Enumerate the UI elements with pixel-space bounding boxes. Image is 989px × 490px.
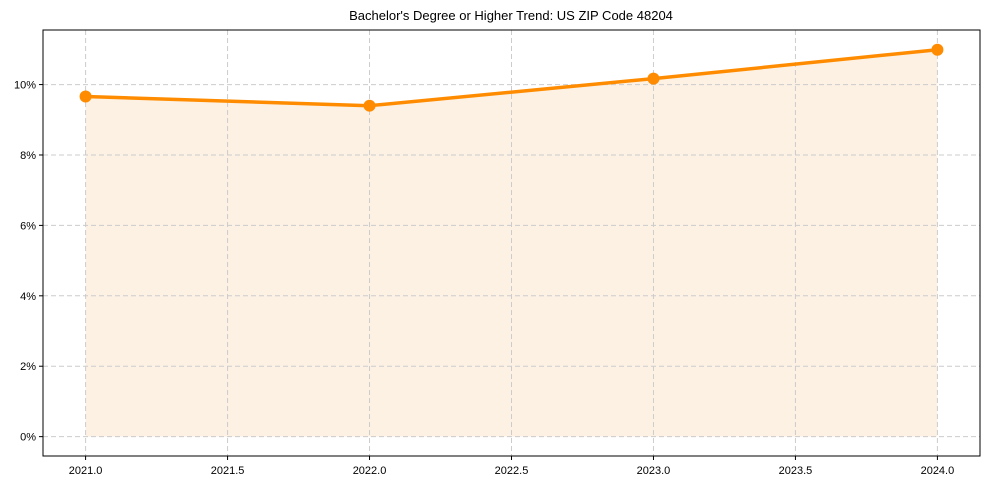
chart-title: Bachelor's Degree or Higher Trend: US ZI… <box>349 8 673 23</box>
y-tick-label: 6% <box>20 220 36 232</box>
plot-area <box>42 29 981 457</box>
x-tick-label: 2023.0 <box>637 465 671 477</box>
area-fill <box>85 49 938 437</box>
data-markers <box>79 43 944 112</box>
data-point-marker <box>647 72 660 85</box>
x-tick-label: 2021.5 <box>211 465 245 477</box>
data-point-marker <box>79 90 92 103</box>
x-tick-label: 2022.5 <box>495 465 529 477</box>
grid-lines <box>43 30 980 456</box>
y-tick-label: 2% <box>20 361 36 373</box>
y-tick-label: 0% <box>20 432 36 444</box>
area-fill-path <box>85 49 938 437</box>
x-tick-label: 2021.0 <box>69 465 103 477</box>
series-line <box>83 47 940 108</box>
x-tick-label: 2024.0 <box>921 465 955 477</box>
x-tick-label: 2023.5 <box>779 465 813 477</box>
data-point-marker <box>363 99 376 112</box>
y-axis: 0% 2% 4% 6% 8% 10% <box>14 80 43 444</box>
data-line <box>83 47 940 108</box>
y-tick-label: 8% <box>20 150 36 162</box>
y-tick-label: 4% <box>20 291 36 303</box>
x-tick-label: 2022.0 <box>353 465 387 477</box>
x-axis: 2021.0 2021.5 2022.0 2022.5 2023.0 2023.5 2024… <box>69 456 954 477</box>
y-tick-label: 10% <box>14 80 36 92</box>
data-point-marker <box>931 43 944 56</box>
